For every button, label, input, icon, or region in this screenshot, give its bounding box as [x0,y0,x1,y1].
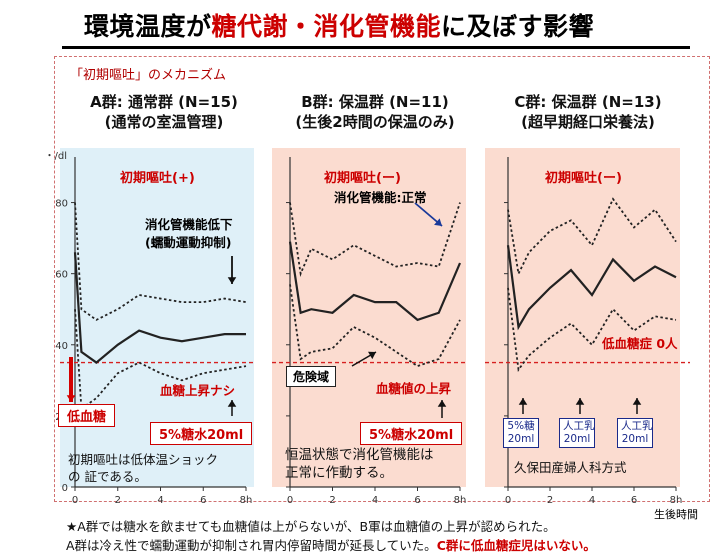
group-b-heading: B群: 保温群 (N=11) (生後2時間の保温のみ) [265,92,485,132]
a-gi-low-arrow-head [227,277,237,284]
panel-0-y-tick-label: 40 [55,341,68,352]
panel-0-y-unit: ・/dl [45,151,68,162]
b-danger-box: 危険域 [286,366,337,387]
c-feed-box-1: 5%糖 20ml [503,418,539,448]
group-b-vomit: 初期嘔吐(ー) [324,171,401,186]
c-method: 久保田産婦人科方式 [514,460,627,475]
panel-0-upper-line [74,202,247,321]
panel-0-lower-line [74,309,247,411]
a-gi-low-line2: (蠕動運動抑制) [145,235,232,250]
panel-0-y-tick-label: 0 [62,483,68,494]
c-feed1-line1: 5%糖 [507,420,535,432]
page-title: 環境温度が糖代謝・消化管機能に及ぼす影響 [84,7,594,43]
c-feed1-line2: 20ml [507,433,535,445]
b-note-line2: 正常に作動する。 [285,465,393,481]
a-no-rise: 血糖上昇ナシ [160,383,236,398]
panel-0-x-tick-label: 6 [200,495,206,506]
b-glucose-arrow-head [437,400,447,407]
panel-1-upper-line [289,202,461,277]
title-underline [62,46,690,49]
group-c-line2: (超早期経口栄養法) [521,113,655,131]
a-note-line1: 初期嘔吐は低体温ショック [68,452,219,467]
panel-0-y-tick-label: 60 [55,270,68,281]
b-note-line1: 恒温状態で消化管機能は [285,447,434,463]
title-highlight: 糖代謝・消化管機能 [211,12,442,41]
panel-0-x-tick-label: 4 [157,495,163,506]
c-feed3-line1: 人工乳 [621,420,653,432]
panel-2-x-tick-label: 8h [670,495,683,506]
panel-1-x-tick-label: 2 [329,495,335,506]
a-note: 初期嘔吐は低体温ショック の 証である。 [68,451,218,485]
title-pre: 環境温度が [84,12,212,41]
panel-2-upper-line [507,197,677,277]
b-gi-normal: 消化管機能:正常 [334,190,427,205]
a-hypo-arrow-head [66,395,76,402]
group-c-line1: C群: 保温群 (N=13) [514,93,662,111]
c-feed2-line2: 20ml [563,433,591,445]
content-frame [54,56,710,502]
group-a-vomit: 初期嘔吐(+) [120,171,195,186]
panel-0-y-tick-label: 80 [55,199,68,210]
c-feed2-arrow-head [575,398,585,405]
panel-2-x-tick-label: 2 [547,495,553,506]
group-c-vomit: 初期嘔吐(ー) [545,171,622,186]
group-c-heading: C群: 保温群 (N=13) (超早期経口栄養法) [478,92,698,132]
panel-2-x-tick-label: 4 [589,495,595,506]
c-feed1-arrow-head [518,398,528,405]
group-b-line2: (生後2時間の保温のみ) [295,113,455,131]
c-feed-box-3: 人工乳 20ml [617,418,653,448]
a-hypoglycemia-box: 低血糖 [58,404,116,427]
c-feed3-line2: 20ml [621,433,649,445]
panel-1-x-tick-label: 4 [372,495,378,506]
c-hypo-zero: 低血糖症 0人 [602,336,678,351]
panel-2-lower-line [507,287,677,373]
b-danger-arrow-head [368,351,376,360]
footer-line1: ★A群では糖水を飲ませても血糖値は上がらないが、B軍は血糖値の上昇が認められた。 [66,519,556,534]
footer-line2-main: A群は冷え性で蠕動運動が抑制され胃内停留時間が延長していた。 [66,538,437,553]
a-glucose-arrow-head [227,400,237,407]
panel-0-x-tick-label: 0 [72,495,78,506]
b-rise: 血糖値の上昇 [376,381,452,396]
subtitle: 「初期嘔吐」のメカニズム [70,68,227,83]
c-feed2-line1: 人工乳 [563,420,595,432]
panel-0-x-tick-label: 2 [115,495,121,506]
group-a-line2: (通常の室温管理) [104,113,224,131]
title-post: に及ぼす影響 [441,12,595,41]
group-a-heading: A群: 通常群 (N=15) (通常の室温管理) [54,92,274,132]
a-gi-low-line1: 消化管機能低下 [145,217,233,232]
panel-1-mean-line [288,241,462,322]
c-feed3-arrow-head [632,398,642,405]
group-a-line1: A群: 通常群 (N=15) [90,93,238,111]
panel-1-x-tick-label: 8h [454,495,467,506]
panel-2-x-tick-label: 0 [505,495,511,506]
a-glucose-box: 5%糖水20ml [150,422,253,445]
panel-1-lower-line [289,284,461,368]
group-b-line1: B群: 保温群 (N=11) [301,93,449,111]
panel-0-x-tick-label: 8h [240,495,253,506]
c-feed-box-2: 人工乳 20ml [559,418,595,448]
b-gi-normal-arrow-head [434,218,442,226]
panel-2-mean-line [506,245,677,331]
x-axis-corner-label: 生後時間 [652,506,700,522]
b-glucose-box: 5%糖水20ml [360,422,463,445]
panel-1-x-tick-label: 6 [414,495,420,506]
a-note-line2: の 証である。 [68,469,147,484]
panel-2-x-tick-label: 6 [631,495,637,506]
footer-line2: A群は冷え性で蠕動運動が抑制され胃内停留時間が延長していた。C群に低血糖症児はい… [66,535,596,554]
b-note: 恒温状態で消化管機能は 正常に作動する。 [285,446,434,482]
panel-0-mean-line [73,252,246,364]
panel-1-x-tick-label: 0 [287,495,293,506]
footer-line2-highlight: C群に低血糖症児はいない。 [436,538,596,553]
